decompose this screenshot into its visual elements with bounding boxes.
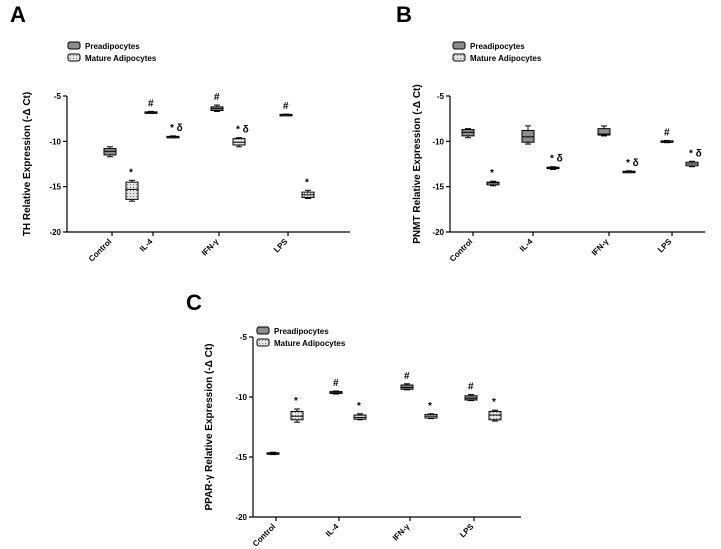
svg-text:Preadipocytes: Preadipocytes — [274, 327, 329, 336]
y-axis-label: PPAR-γ Relative Expression (-Δ Ct) — [204, 343, 215, 510]
box-preadipocytes — [660, 139, 674, 144]
panel-letter-C: C — [186, 290, 202, 315]
y-tick-label: -10 — [235, 393, 247, 402]
box-preadipocytes — [464, 394, 478, 402]
box-preadipocytes — [103, 146, 117, 158]
category-label: IL-4 — [324, 522, 341, 539]
box-preadipocytes — [144, 110, 158, 114]
y-tick-label: -5 — [437, 92, 445, 101]
y-axis-label: PNMT Relative Expression (-Δ Ct) — [412, 84, 423, 243]
chart-panel-C: C -5 -10 -15 -20 PPAR-γ Relative Expression (… — [186, 290, 521, 549]
legend-item-preadipocytes: Preadipocytes — [256, 326, 329, 336]
y-tick-label: -15 — [49, 183, 61, 192]
legend-item-preadipocytes: Preadipocytes — [67, 41, 140, 51]
box-mature-adipocytes — [353, 413, 367, 421]
box-mature-adipocytes — [488, 409, 502, 422]
significance-marker: * δ — [170, 123, 183, 134]
category-label: LPS — [272, 237, 290, 255]
category-label: IFN-γ — [590, 237, 611, 258]
category-label: LPS — [458, 522, 476, 540]
box-mature-adipocytes — [301, 189, 315, 199]
category-label: Control — [251, 522, 277, 548]
category-label: IL-4 — [518, 237, 535, 254]
y-tick-label: -15 — [235, 453, 247, 462]
y-tick-label: -20 — [49, 228, 61, 237]
svg-text:Preadipocytes: Preadipocytes — [85, 42, 140, 51]
significance-marker: * — [294, 396, 298, 407]
box-preadipocytes — [461, 128, 475, 139]
y-axis-label: TH Relative Expression (-Δ Ct) — [22, 92, 33, 236]
legend-item-preadipocytes: Preadipocytes — [452, 41, 525, 51]
y-tick-label: -5 — [54, 92, 62, 101]
svg-text:Preadipocytes: Preadipocytes — [470, 42, 525, 51]
y-tick-label: -10 — [49, 137, 61, 146]
y-tick-label: -15 — [432, 183, 444, 192]
significance-marker: * — [428, 401, 432, 412]
box-mature-adipocytes — [685, 160, 699, 168]
category-label: IFN-γ — [391, 522, 412, 543]
category-label: LPS — [656, 237, 674, 255]
panel-letter-B: B — [396, 2, 412, 27]
significance-marker: # — [283, 101, 289, 112]
significance-marker: # — [404, 371, 410, 382]
significance-marker: # — [214, 92, 220, 103]
box-mature-adipocytes — [486, 180, 500, 187]
chart-panel-A: A -5 -10 -15 -20 TH Relative Expression (-Δ C… — [10, 2, 350, 264]
box-mature-adipocytes — [232, 137, 246, 148]
y-tick-label: -20 — [432, 228, 444, 237]
category-label: Control — [87, 237, 113, 263]
significance-marker: * — [490, 168, 494, 179]
significance-marker: * δ — [689, 148, 702, 159]
category-label: IFN-γ — [200, 237, 221, 258]
significance-marker: * — [129, 167, 133, 178]
box-preadipocytes — [521, 125, 535, 145]
svg-text:Mature Adipocytes: Mature Adipocytes — [274, 339, 346, 348]
y-tick-label: -5 — [240, 333, 248, 342]
significance-marker: * δ — [236, 125, 249, 136]
svg-text:Mature Adipocytes: Mature Adipocytes — [85, 54, 157, 63]
box-preadipocytes — [400, 383, 414, 391]
legend-item-mature-adipocytes: Mature Adipocytes — [67, 53, 157, 63]
legend-item-mature-adipocytes: Mature Adipocytes — [452, 53, 542, 63]
y-tick-label: -20 — [235, 513, 247, 522]
box-mature-adipocytes — [125, 179, 139, 202]
significance-marker: * δ — [626, 158, 639, 169]
svg-text:Mature Adipocytes: Mature Adipocytes — [470, 54, 542, 63]
box-preadipocytes — [329, 390, 343, 395]
box-preadipocytes — [210, 104, 224, 112]
box-mature-adipocytes — [546, 166, 560, 170]
y-tick-label: -10 — [432, 137, 444, 146]
category-label: Control — [448, 237, 474, 263]
significance-marker: # — [664, 127, 670, 138]
category-label: IL-4 — [138, 237, 155, 254]
box-mature-adipocytes — [166, 135, 180, 139]
box-mature-adipocytes — [424, 413, 438, 420]
significance-marker: * — [492, 397, 496, 408]
legend-item-mature-adipocytes: Mature Adipocytes — [256, 338, 346, 348]
significance-marker: # — [148, 98, 154, 109]
significance-marker: # — [468, 382, 474, 393]
box-preadipocytes — [597, 125, 611, 137]
box-preadipocytes — [266, 451, 280, 456]
significance-marker: * — [305, 177, 309, 188]
box-mature-adipocytes — [622, 170, 636, 174]
box-preadipocytes — [279, 113, 293, 117]
significance-marker: * — [357, 401, 361, 412]
significance-marker: # — [333, 378, 339, 389]
panel-letter-A: A — [10, 2, 26, 27]
significance-marker: * δ — [550, 154, 563, 165]
box-mature-adipocytes — [290, 408, 304, 423]
chart-panel-B: B -5 -10 -15 -20 PNMT Relative Expression (-Δ… — [396, 2, 705, 264]
